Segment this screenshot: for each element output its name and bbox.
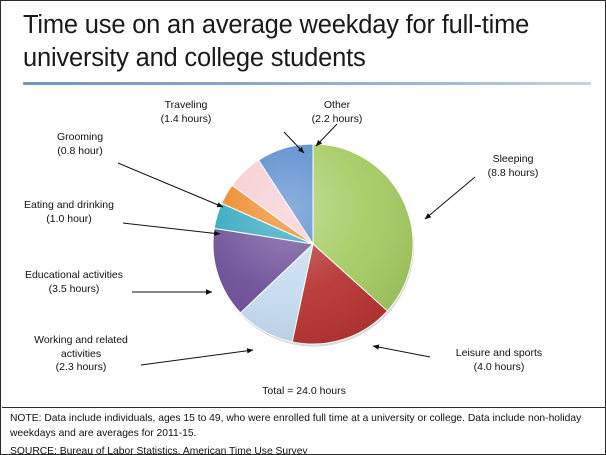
arrow-sleeping — [424, 176, 476, 220]
label-working-and-related-activities: Working and related activities (2.3 hour… — [34, 334, 128, 373]
label-grooming: Grooming (0.8 hour) — [56, 131, 104, 157]
note-divider — [2, 407, 605, 408]
source-text: SOURCE: Bureau of Labor Statistics, Amer… — [10, 446, 308, 455]
label-traveling: Traveling (1.4 hours) — [160, 99, 212, 125]
note-text: NOTE: Data include individuals, ages 15 … — [10, 413, 582, 439]
arrow-leisure — [372, 344, 431, 358]
arrow-other — [315, 123, 338, 147]
label-eating-and-drinking: Eating and drinking (1.0 hour) — [24, 199, 114, 225]
label-other: Other (2.2 hours) — [311, 99, 363, 125]
label-sleeping: Sleeping (8.8 hours) — [487, 153, 539, 179]
label-educational-activities: Educational activities (3.5 hours) — [24, 269, 124, 295]
arrow-grooming — [117, 162, 224, 208]
arrow-traveling — [283, 131, 305, 154]
arrow-working — [140, 348, 254, 366]
label-leisure-and-sports: Leisure and sports (4.0 hours) — [455, 347, 543, 373]
arrow-eating — [122, 222, 221, 237]
total-annotation: Total = 24.0 hours — [262, 385, 346, 397]
title-divider — [23, 82, 591, 85]
page-title: Time use on an average weekday for full-… — [23, 11, 530, 72]
